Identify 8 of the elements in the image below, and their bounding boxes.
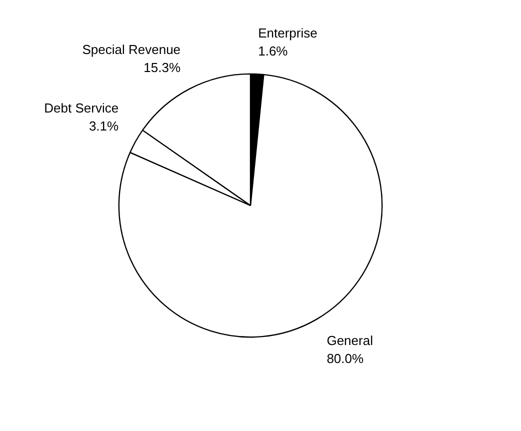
data-label: 15.3% [144, 60, 181, 75]
slice-label: Enterprise [258, 25, 318, 40]
slice-label: General [326, 332, 374, 348]
data-label: 3.1% [88, 118, 120, 134]
data-label: 80.0% [326, 350, 364, 366]
data-label: 1.6% [258, 43, 288, 58]
slice-label: Debt Service [44, 100, 119, 116]
slice-label: Special Revenue [82, 42, 181, 57]
